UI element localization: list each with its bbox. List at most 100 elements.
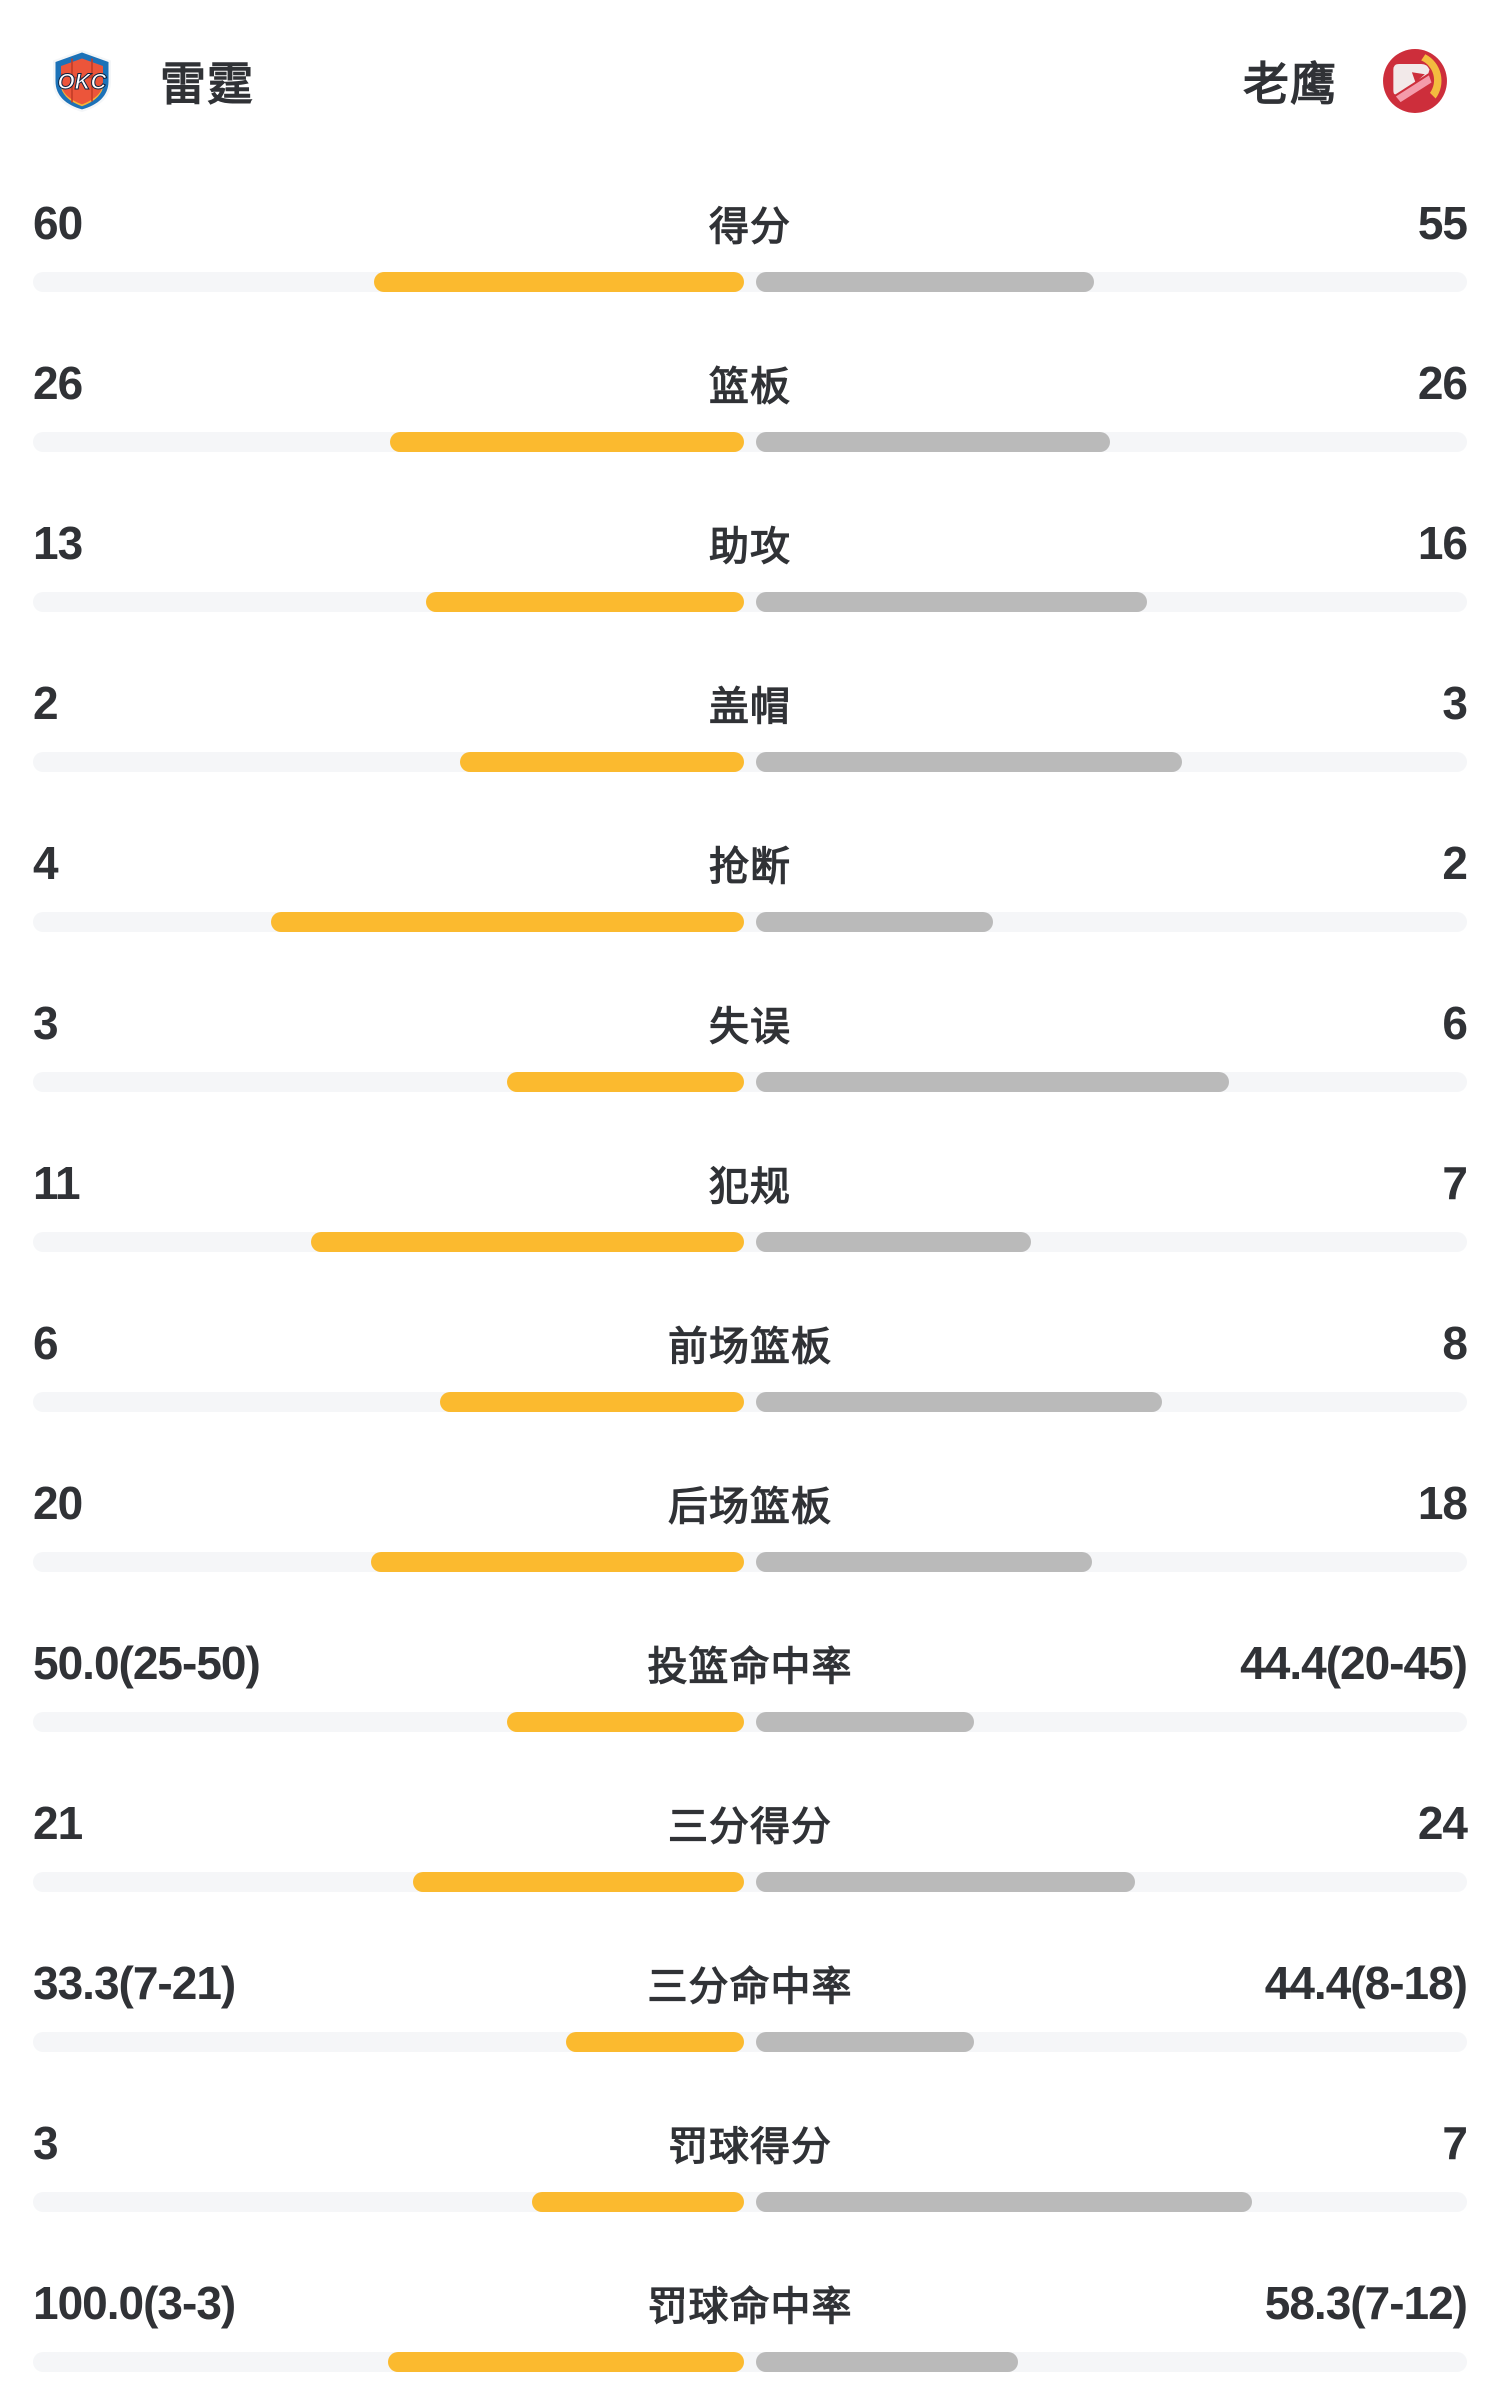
stat-bar-track <box>33 1872 1467 1892</box>
left-bar <box>425 592 744 612</box>
stat-row: 13 助攻 16 <box>33 515 1468 675</box>
left-value: 26 <box>33 357 83 409</box>
stat-text-line: 26 篮板 26 <box>33 355 1468 411</box>
left-team: OKC 雷霆 <box>49 48 254 114</box>
right-bar <box>756 912 993 932</box>
stat-text-line: 3 失误 6 <box>33 995 1468 1051</box>
stat-text-line: 33.3(7-21) 三分命中率 44.4(8-18) <box>33 1955 1468 2011</box>
stat-label: 篮板 <box>709 365 791 409</box>
left-bar <box>270 912 744 932</box>
stat-text-line: 21 三分得分 24 <box>33 1795 1468 1851</box>
stat-row: 3 失误 6 <box>33 995 1468 1155</box>
stat-label: 罚球得分 <box>668 2125 832 2169</box>
stat-text-line: 4 抢断 2 <box>33 835 1468 891</box>
right-bar <box>756 2192 1253 2212</box>
right-bar <box>756 1072 1230 1092</box>
header: OKC 雷霆 老鹰 <box>49 47 1448 115</box>
stat-bar-track <box>33 2192 1467 2212</box>
left-bar <box>566 2032 744 2052</box>
left-bar <box>507 1712 744 1732</box>
stat-label: 犯规 <box>709 1165 791 1209</box>
stat-text-line: 20 后场篮板 18 <box>33 1475 1468 1531</box>
left-value: 21 <box>33 1797 83 1849</box>
right-value: 55 <box>1417 197 1468 249</box>
stat-row: 26 篮板 26 <box>33 355 1468 515</box>
left-bar <box>389 432 744 452</box>
left-bar <box>412 1872 744 1892</box>
stat-label: 盖帽 <box>709 685 791 729</box>
atlanta-hawks-logo-icon <box>1382 48 1448 114</box>
left-bar <box>507 1072 744 1092</box>
left-value: 60 <box>33 197 83 249</box>
stat-row: 60 得分 55 <box>33 195 1468 355</box>
stat-bar-track <box>33 912 1467 932</box>
stat-text-line: 60 得分 55 <box>33 195 1468 251</box>
left-value: 50.0(25-50) <box>33 1637 261 1689</box>
right-value: 16 <box>1417 517 1468 569</box>
left-bar <box>439 1392 744 1412</box>
stat-label: 三分得分 <box>668 1805 832 1849</box>
left-value: 3 <box>33 2117 59 2169</box>
stat-row: 3 罚球得分 7 <box>33 2115 1468 2275</box>
left-bar <box>388 2352 744 2372</box>
right-value: 44.4(20-45) <box>1240 1637 1468 1689</box>
left-bar <box>310 1232 744 1252</box>
left-value: 11 <box>33 1157 81 1209</box>
stat-text-line: 6 前场篮板 8 <box>33 1315 1468 1371</box>
left-team-name: 雷霆 <box>160 58 254 110</box>
left-bar <box>374 272 744 292</box>
right-value: 7 <box>1442 2117 1468 2169</box>
right-value: 6 <box>1442 997 1468 1049</box>
stat-text-line: 3 罚球得分 7 <box>33 2115 1468 2171</box>
stat-label: 三分命中率 <box>647 1965 853 2009</box>
stat-row: 50.0(25-50) 投篮命中率 44.4(20-45) <box>33 1635 1468 1795</box>
stat-label: 后场篮板 <box>668 1485 832 1529</box>
stat-row: 2 盖帽 3 <box>33 675 1468 835</box>
svg-text:OKC: OKC <box>58 69 108 94</box>
stats-list: 60 得分 55 26 篮板 26 13 助攻 <box>33 195 1468 2400</box>
right-bar <box>756 1392 1162 1412</box>
stat-bar-track <box>33 1392 1467 1412</box>
stat-row: 100.0(3-3) 罚球命中率 58.3(7-12) <box>33 2275 1468 2400</box>
left-value: 3 <box>33 997 59 1049</box>
stat-row: 20 后场篮板 18 <box>33 1475 1468 1635</box>
stat-text-line: 11 犯规 7 <box>33 1155 1468 1211</box>
stat-row: 21 三分得分 24 <box>33 1795 1468 1955</box>
left-bar <box>531 2192 744 2212</box>
right-value: 2 <box>1442 837 1468 889</box>
right-team-name: 老鹰 <box>1243 58 1337 110</box>
left-bar <box>371 1552 744 1572</box>
stat-bar-track <box>33 1072 1467 1092</box>
okc-thunder-logo-icon: OKC <box>49 48 115 114</box>
stat-row: 4 抢断 2 <box>33 835 1468 995</box>
right-value: 3 <box>1442 677 1468 729</box>
right-value: 8 <box>1442 1317 1468 1369</box>
right-bar <box>756 1872 1135 1892</box>
right-value: 26 <box>1417 357 1468 409</box>
right-bar <box>756 1232 1032 1252</box>
stat-label: 抢断 <box>709 845 791 889</box>
right-bar <box>756 1552 1092 1572</box>
left-value: 6 <box>33 1317 59 1369</box>
right-value: 24 <box>1417 1797 1468 1849</box>
stat-label: 助攻 <box>709 525 791 569</box>
stat-label: 前场篮板 <box>668 1325 832 1369</box>
stat-label: 得分 <box>709 205 791 249</box>
right-value: 58.3(7-12) <box>1264 2277 1468 2329</box>
stat-row: 11 犯规 7 <box>33 1155 1468 1315</box>
stat-row: 6 前场篮板 8 <box>33 1315 1468 1475</box>
stat-label: 投篮命中率 <box>647 1645 853 1689</box>
stat-bar-track <box>33 1552 1467 1572</box>
stat-bar-track <box>33 432 1467 452</box>
stat-bar-track <box>33 272 1467 292</box>
stat-text-line: 2 盖帽 3 <box>33 675 1468 731</box>
left-value: 20 <box>33 1477 83 1529</box>
right-team: 老鹰 <box>1243 48 1448 114</box>
left-value: 2 <box>33 677 59 729</box>
stat-bar-track <box>33 752 1467 772</box>
right-bar <box>756 272 1095 292</box>
stat-row: 33.3(7-21) 三分命中率 44.4(8-18) <box>33 1955 1468 2115</box>
right-bar <box>756 2352 1019 2372</box>
stat-bar-track <box>33 1232 1467 1252</box>
left-value: 100.0(3-3) <box>33 2277 236 2329</box>
